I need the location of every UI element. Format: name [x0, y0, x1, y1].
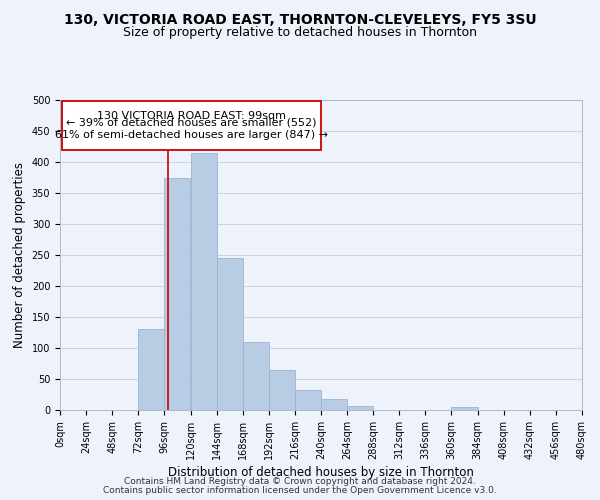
Bar: [242, 342, 269, 410]
Bar: [139, 330, 164, 410]
Bar: [164, 178, 190, 410]
Text: Size of property relative to detached houses in Thornton: Size of property relative to detached ho…: [123, 26, 477, 39]
Text: 61% of semi-detached houses are larger (847) →: 61% of semi-detached houses are larger (…: [55, 130, 328, 140]
Bar: [451, 407, 478, 410]
X-axis label: Distribution of detached houses by size in Thornton: Distribution of detached houses by size …: [168, 466, 474, 479]
Bar: [191, 152, 217, 410]
Y-axis label: Number of detached properties: Number of detached properties: [13, 162, 26, 348]
Bar: [269, 370, 295, 410]
Text: 130, VICTORIA ROAD EAST, THORNTON-CLEVELEYS, FY5 3SU: 130, VICTORIA ROAD EAST, THORNTON-CLEVEL…: [64, 12, 536, 26]
FancyBboxPatch shape: [62, 101, 321, 150]
Text: ← 39% of detached houses are smaller (552): ← 39% of detached houses are smaller (55…: [67, 118, 317, 128]
Text: Contains HM Land Registry data © Crown copyright and database right 2024.: Contains HM Land Registry data © Crown c…: [124, 477, 476, 486]
Text: Contains public sector information licensed under the Open Government Licence v3: Contains public sector information licen…: [103, 486, 497, 495]
Bar: [217, 258, 242, 410]
Bar: [347, 406, 373, 410]
Text: 130 VICTORIA ROAD EAST: 99sqm: 130 VICTORIA ROAD EAST: 99sqm: [97, 110, 286, 120]
Bar: [321, 400, 347, 410]
Bar: [295, 390, 321, 410]
